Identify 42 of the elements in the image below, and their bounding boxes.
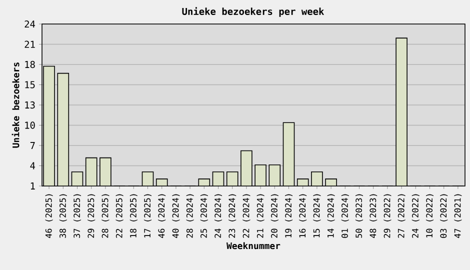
x-tick-label: 22 (2024) <box>242 194 250 238</box>
x-axis-title: Weeknummer <box>226 242 280 250</box>
y-tick-label: 13 <box>25 101 35 109</box>
x-tick-label: 50 (2023) <box>355 194 364 238</box>
y-tick-label: 18 <box>25 60 35 68</box>
y-tick-label: 10 <box>25 122 35 129</box>
x-tick-label: 20 (2024) <box>270 194 278 238</box>
x-tick-label: 37 (2025) <box>73 194 82 238</box>
x-tick-label: 46 (2025) <box>45 194 53 238</box>
x-tick-label: 48 (2023) <box>370 194 378 238</box>
y-tick-label: 24 <box>24 20 36 28</box>
y-tick-label: 15 <box>25 81 35 88</box>
x-tick-label: 03 (2022) <box>440 194 448 238</box>
y-tick-label: 7 <box>30 142 35 149</box>
x-tick-label: 28 (2024) <box>186 194 194 238</box>
x-tick-label: 24 (2024) <box>214 194 222 238</box>
x-tick-label: 17 (2025) <box>144 194 152 238</box>
x-tick-label: 16 (2024) <box>299 194 307 238</box>
x-tick-label: 29 (2022) <box>384 194 392 238</box>
x-tick-label: 25 (2024) <box>200 194 208 238</box>
y-tick-label: 21 <box>24 40 35 48</box>
y-tick-label: 4 <box>30 162 36 170</box>
y-axis-title: Unieke bezoekers <box>12 62 20 148</box>
x-tick-label: 46 (2024) <box>158 194 166 238</box>
chart-title: Unieke bezoekers per week <box>182 7 324 17</box>
x-tick-label: 15 (2024) <box>313 194 321 238</box>
x-tick-label: 10 (2022) <box>426 194 434 238</box>
x-tick-label: 29 (2025) <box>88 194 96 238</box>
x-tick-label: 21 (2024) <box>256 194 264 238</box>
x-tick-label: 47 (2021) <box>454 194 462 238</box>
x-tick-label: 19 (2024) <box>284 194 293 238</box>
x-tick-label: 40 (2024) <box>172 194 180 238</box>
x-tick-label: 27 (2022) <box>398 194 406 238</box>
x-tick-label: 28 (2025) <box>102 194 110 238</box>
x-tick-label: 01 (2024) <box>341 194 349 238</box>
x-tick-label: 22 (2025) <box>116 194 124 238</box>
y-tick-label: 1 <box>30 182 35 190</box>
x-tick-label: 38 (2025) <box>59 194 67 238</box>
x-tick-label: 18 (2025) <box>130 194 138 238</box>
x-tick-label: 24 (2022) <box>412 194 420 238</box>
x-tick-label: 14 (2024) <box>327 194 335 238</box>
x-tick-label: 23 (2024) <box>228 194 236 238</box>
